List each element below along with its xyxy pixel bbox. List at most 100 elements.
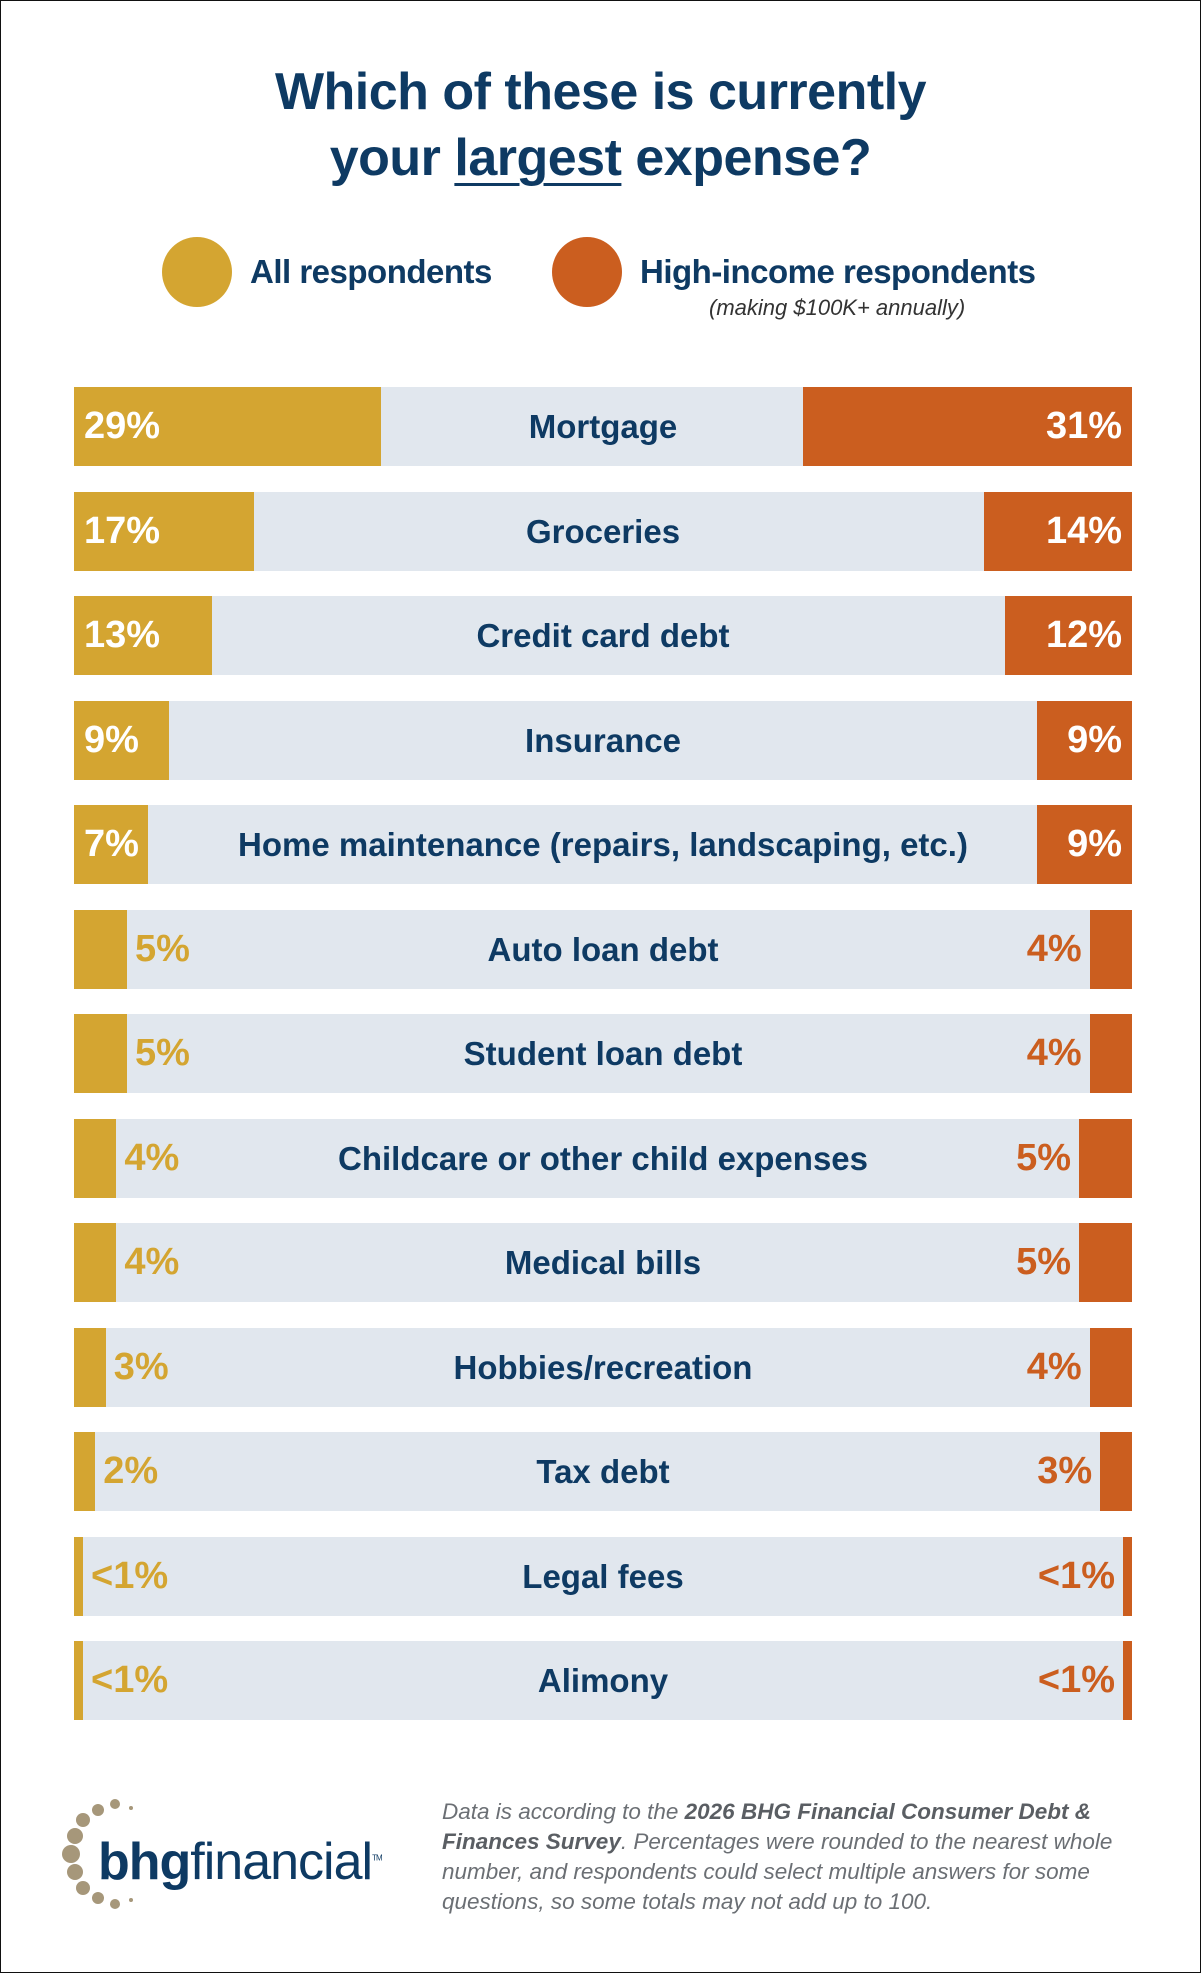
bar-high [1123, 1536, 1132, 1616]
footnote-post: . Percentages were rounded to the neares… [442, 1829, 1113, 1914]
bar-high [1079, 1118, 1132, 1198]
value-all: 5% [135, 927, 190, 970]
value-high: 4% [1026, 1345, 1082, 1388]
bar-high [803, 387, 1132, 466]
title-emphasis: largest [454, 129, 622, 187]
value-high: 5% [1016, 1136, 1071, 1179]
category-label: Groceries [525, 512, 681, 550]
logo-regular: financial [190, 1833, 373, 1891]
value-high: 14% [1045, 509, 1122, 552]
value-high: <1% [1037, 1554, 1115, 1597]
category-label: Hobbies/recreation [453, 1348, 753, 1386]
legend-subtitle: (making $100K+ annually) [709, 295, 966, 320]
bar-all [74, 491, 255, 571]
bar-high [1036, 805, 1132, 884]
bar-high [1089, 1327, 1132, 1407]
value-high: 4% [1026, 1032, 1082, 1074]
logo-dot [110, 1799, 120, 1809]
category-label: Tax debt [536, 1453, 670, 1490]
logo-dot [110, 1899, 120, 1909]
value-high: 12% [1045, 614, 1122, 656]
logo-dot [62, 1845, 80, 1863]
bar-row: Home maintenance (repairs, landscaping, … [74, 805, 1132, 884]
logo-dot [129, 1898, 133, 1902]
bar-all [74, 596, 212, 675]
footnote: Data is according to the 2026 BHG Financ… [442, 1797, 1142, 1917]
category-label: Alimony [537, 1662, 669, 1699]
legend-label-all: All respondents [250, 253, 492, 290]
legend-all: All respondents [162, 237, 492, 307]
value-high: 3% [1037, 1450, 1093, 1492]
category-label: Home maintenance (repairs, landscaping, … [238, 826, 968, 863]
bar-row: Alimony <1% <1% [74, 1641, 1132, 1720]
bar-all [74, 1536, 83, 1616]
bar-high [983, 491, 1132, 571]
value-high: 4% [1026, 927, 1082, 970]
legend-high: High-income respondents [552, 237, 1036, 307]
bar-all [74, 1014, 127, 1093]
logo-dot [67, 1828, 83, 1844]
chart-title: Which of these is currently your largest… [1, 59, 1200, 191]
category-label: Medical bills [504, 1244, 702, 1281]
value-all: 29% [84, 405, 161, 447]
bar-row: Groceries 17% 14% [74, 491, 1132, 571]
legend-dot-all [162, 237, 232, 307]
logo-tm: TM [372, 1853, 383, 1863]
category-label: Legal fees [522, 1557, 684, 1595]
value-high: <1% [1037, 1659, 1115, 1701]
value-high: 9% [1067, 718, 1122, 761]
logo-dot [129, 1806, 133, 1810]
bar-all [74, 1641, 83, 1720]
bar-row: Auto loan debt 5% 4% [74, 909, 1132, 989]
bar-high [1089, 909, 1132, 989]
bar-row: Tax debt 2% 3% [74, 1432, 1132, 1511]
value-all: 4% [124, 1241, 180, 1283]
bar-high [1089, 1014, 1132, 1093]
category-label: Credit card debt [476, 617, 730, 654]
bar-row: Legal fees <1% <1% [74, 1536, 1132, 1616]
bar-all [74, 1432, 96, 1511]
title-line-2: your largest expense? [1, 125, 1200, 191]
logo-dot [67, 1864, 83, 1880]
category-label: Childcare or other child expenses [338, 1139, 868, 1177]
value-all: 7% [84, 823, 139, 865]
footnote-survey: 2026 BHG Financial Consumer Debt & Finan… [442, 1799, 1091, 1854]
title-line-1: Which of these is currently [274, 63, 927, 121]
bar-all [74, 805, 149, 884]
title-pre: your [329, 129, 455, 187]
bar-row: Hobbies/recreation 3% 4% [74, 1327, 1132, 1407]
bar-row: Student loan debt 5% 4% [74, 1014, 1132, 1093]
value-all: 3% [113, 1345, 169, 1388]
value-all: <1% [91, 1554, 169, 1597]
value-all: 4% [124, 1136, 180, 1179]
value-all: 5% [135, 1032, 190, 1074]
value-high: 9% [1067, 823, 1122, 865]
value-all: <1% [91, 1659, 169, 1701]
title-post: expense? [621, 129, 872, 187]
bar-all [74, 387, 382, 466]
legend-dot-high [552, 237, 622, 307]
value-all: 13% [84, 614, 161, 656]
bhg-logo: bhgfinancialTM [53, 1796, 383, 1921]
bar-all [74, 1327, 106, 1407]
bar-all [74, 909, 127, 989]
bar-high [1036, 700, 1132, 780]
bar-row: Insurance 9% 9% [74, 700, 1132, 780]
bar-all [74, 1223, 117, 1302]
logo-bold: bhg [98, 1833, 191, 1891]
bar-high [1123, 1641, 1132, 1720]
bar-all [74, 1118, 117, 1198]
bar-row: Credit card debt 13% 12% [74, 596, 1132, 675]
category-label: Auto loan debt [487, 930, 719, 968]
legend-label-high: High-income respondents [640, 253, 1036, 290]
value-high: 31% [1045, 405, 1122, 447]
bar-high [1079, 1223, 1132, 1302]
value-high: 5% [1016, 1241, 1071, 1283]
logo-dot [76, 1813, 90, 1827]
bar-row: Mortgage 29% 31% [74, 387, 1132, 466]
value-all: 17% [84, 509, 161, 552]
value-all: 2% [103, 1450, 159, 1492]
category-label: Mortgage [528, 408, 678, 445]
logo-dot [76, 1881, 90, 1895]
